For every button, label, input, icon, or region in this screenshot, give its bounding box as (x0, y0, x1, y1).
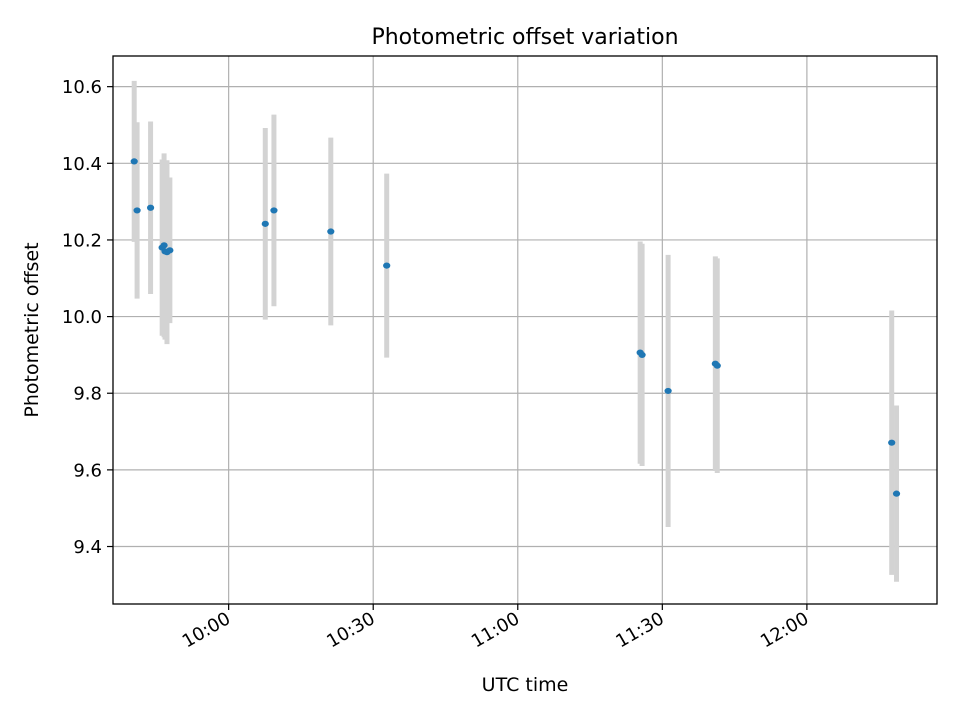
data-point (133, 207, 141, 214)
y-axis-ticks: 9.4 9.6 9.8 10.0 10.2 10.4 10.6 (62, 77, 113, 558)
data-point (130, 158, 138, 165)
y-tick-label: 10.2 (62, 230, 102, 251)
y-tick-label: 9.4 (73, 537, 102, 558)
y-tick-label: 9.8 (73, 384, 102, 405)
data-point (383, 262, 391, 269)
data-point (327, 228, 335, 235)
y-tick-label: 10.4 (62, 154, 102, 175)
data-point (892, 490, 901, 497)
x-axis-label: UTC time (482, 674, 569, 696)
y-axis-label: Photometric offset (21, 242, 43, 417)
data-point (664, 387, 672, 395)
data-point (713, 362, 721, 369)
data-points (130, 158, 901, 497)
data-point (160, 242, 168, 249)
y-tick-label: 10.6 (62, 77, 102, 98)
plot-frame (112, 55, 938, 605)
chart-title: Photometric offset variation (371, 25, 678, 50)
y-tick-label: 9.6 (73, 460, 102, 481)
data-point (638, 351, 646, 359)
data-point (270, 207, 278, 214)
data-point (888, 439, 896, 446)
data-point (261, 220, 269, 227)
y-tick-label: 10.0 (62, 307, 102, 328)
data-point (146, 204, 155, 211)
grid-lines (113, 56, 937, 604)
data-point (166, 247, 174, 254)
